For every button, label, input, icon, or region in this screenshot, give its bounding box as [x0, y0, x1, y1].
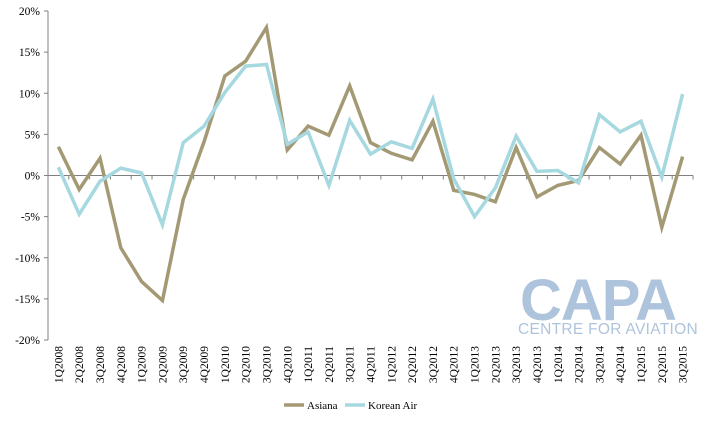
watermark-tagline: CENTRE FOR AVIATION [518, 321, 698, 338]
x-tick-label: 1Q2015 [636, 346, 648, 383]
x-tick-label: 2Q2013 [490, 346, 502, 383]
x-tick-label: 1Q2010 [220, 346, 232, 383]
x-tick-label: 4Q2010 [282, 346, 294, 383]
x-tick-label: 1Q2009 [137, 346, 149, 383]
capa-watermark-logo: CAPA CENTRE FOR AVIATION [518, 268, 698, 338]
y-tick-label: 5% [25, 129, 41, 141]
x-tick-label: 3Q2009 [178, 346, 190, 383]
x-tick-label: 4Q2012 [449, 346, 461, 383]
x-tick-label: 1Q2014 [553, 346, 565, 383]
y-tick-label: 10% [19, 88, 41, 100]
legend: Asiana Korean Air [284, 400, 418, 412]
x-tick-label: 1Q2011 [303, 346, 315, 383]
x-tick-label: 4Q2009 [199, 346, 211, 383]
legend-label-asiana: Asiana [307, 400, 338, 412]
y-tick-label: 20% [19, 6, 41, 18]
x-tick-label: 3Q2015 [678, 346, 690, 383]
x-tick-label: 2Q2008 [74, 346, 86, 383]
x-tick-label: 1Q2013 [470, 346, 482, 383]
x-tick-label: 1Q2012 [386, 346, 398, 383]
series-line-asiana [56, 22, 685, 304]
y-tick-label: -20% [15, 335, 40, 347]
x-tick-label: 2Q2010 [241, 346, 253, 383]
x-tick-label: 3Q2014 [594, 346, 606, 383]
series-line-korean-air [56, 62, 685, 231]
x-tick-label: 2Q2014 [574, 346, 586, 383]
x-axis: 1Q2008 2Q2008 3Q2008 4Q2008 1Q2009 2Q2009 3Q20… [47, 175, 694, 383]
y-tick-label: -15% [15, 294, 40, 306]
x-tick-label: 4Q2008 [116, 346, 128, 383]
y-tick-label: 15% [19, 47, 41, 59]
x-tick-label: 1Q2008 [53, 346, 65, 383]
watermark-logo-text: CAPA [520, 268, 676, 333]
x-tick-label: 2Q2015 [657, 346, 669, 383]
x-tick-label: 2Q2009 [157, 346, 169, 383]
y-tick-label: 0% [25, 171, 41, 183]
legend-label-korean-air: Korean Air [368, 400, 418, 412]
x-tick-label: 4Q2014 [615, 346, 627, 383]
x-tick-label: 3Q2013 [511, 346, 523, 383]
series-lines [56, 22, 685, 304]
x-tick-label: 3Q2012 [428, 346, 440, 383]
y-axis: -20% -15% -10% -5% 0% 5% 10% 15% 20% [15, 6, 49, 347]
x-tick-label: 3Q2011 [345, 346, 357, 383]
x-tick-label: 2Q2012 [407, 346, 419, 383]
x-tick-label: 4Q2013 [532, 346, 544, 383]
x-tick-label: 3Q2010 [261, 346, 273, 383]
x-tick-label: 4Q2011 [366, 346, 378, 383]
x-tick-label: 2Q2011 [324, 346, 336, 383]
x-tick-label: 3Q2008 [95, 346, 107, 383]
y-tick-label: -5% [21, 212, 41, 224]
y-tick-label: -10% [15, 253, 40, 265]
